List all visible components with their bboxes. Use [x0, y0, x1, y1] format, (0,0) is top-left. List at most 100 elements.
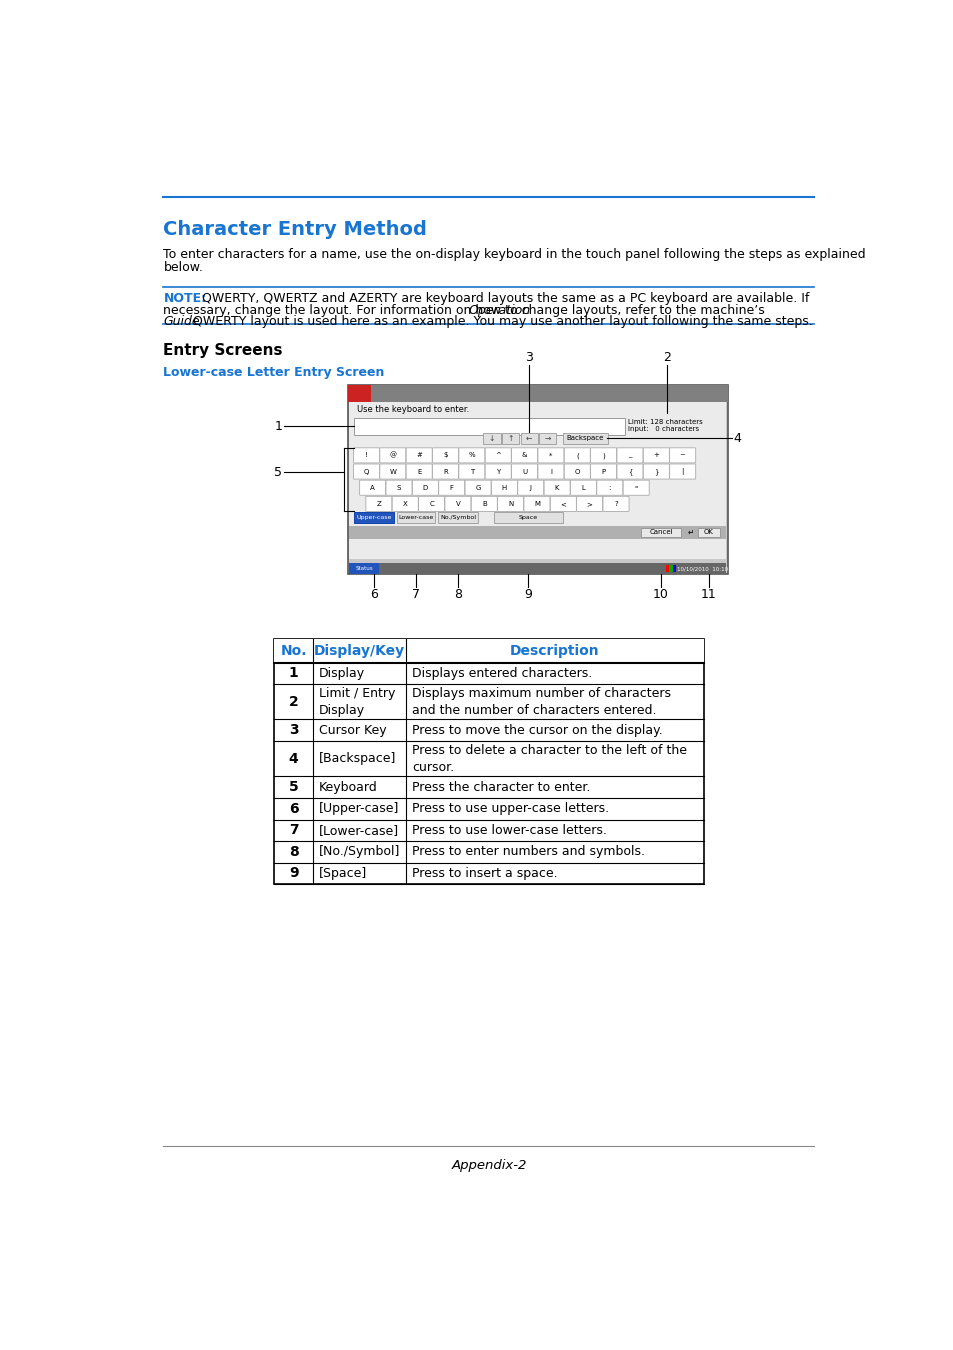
Text: U: U	[521, 468, 527, 475]
Text: !: !	[365, 452, 368, 459]
Text: Press to use lower-case letters.: Press to use lower-case letters.	[412, 824, 606, 837]
Bar	[348, 385, 727, 402]
Text: ↓: ↓	[488, 433, 495, 443]
Text: 6: 6	[370, 587, 377, 601]
FancyBboxPatch shape	[597, 481, 622, 495]
Text: Appendix-2: Appendix-2	[451, 1160, 526, 1172]
Text: Entry Screens: Entry Screens	[163, 343, 283, 358]
FancyBboxPatch shape	[412, 481, 438, 495]
FancyBboxPatch shape	[444, 497, 471, 512]
Text: W: W	[389, 468, 395, 475]
Text: To enter characters for a name, use the on-display keyboard in the touch panel f: To enter characters for a name, use the …	[163, 248, 865, 262]
Bar	[538, 433, 556, 444]
Text: Press to insert a space.: Press to insert a space.	[412, 867, 558, 880]
Text: Character Entry Method: Character Entry Method	[163, 220, 427, 239]
Text: K: K	[555, 485, 558, 490]
Text: Displays entered characters.: Displays entered characters.	[412, 667, 592, 680]
Text: ~: ~	[679, 452, 685, 459]
FancyBboxPatch shape	[576, 497, 602, 512]
Text: R: R	[443, 468, 447, 475]
Text: (: (	[576, 452, 578, 459]
Text: ←: ←	[525, 433, 532, 443]
Text: [Lower-case]: [Lower-case]	[319, 824, 399, 837]
Text: Q: Q	[363, 468, 369, 475]
FancyBboxPatch shape	[485, 448, 511, 463]
Bar	[520, 433, 537, 444]
Bar	[349, 563, 378, 574]
Text: 11: 11	[700, 587, 716, 601]
Text: Press the character to enter.: Press the character to enter.	[412, 780, 590, 794]
FancyBboxPatch shape	[497, 497, 523, 512]
FancyBboxPatch shape	[570, 481, 596, 495]
FancyBboxPatch shape	[642, 448, 669, 463]
Text: $: $	[443, 452, 447, 459]
Text: [Space]: [Space]	[319, 867, 367, 880]
FancyBboxPatch shape	[386, 481, 412, 495]
FancyBboxPatch shape	[353, 448, 379, 463]
FancyBboxPatch shape	[543, 481, 570, 495]
Bar	[396, 513, 435, 524]
FancyBboxPatch shape	[669, 448, 695, 463]
Text: Press to enter numbers and symbols.: Press to enter numbers and symbols.	[412, 845, 644, 859]
Text: #: #	[416, 452, 421, 459]
Text: 8: 8	[289, 845, 298, 859]
FancyBboxPatch shape	[406, 448, 432, 463]
Text: L: L	[581, 485, 585, 490]
Text: O: O	[574, 468, 579, 475]
Text: Lower-case Letter Entry Screen: Lower-case Letter Entry Screen	[163, 366, 384, 379]
Text: |: |	[680, 468, 683, 475]
Text: [No./Symbol]: [No./Symbol]	[319, 845, 400, 859]
Bar	[640, 528, 680, 537]
Text: &: &	[521, 452, 527, 459]
Text: Cursor Key: Cursor Key	[319, 724, 386, 737]
FancyBboxPatch shape	[523, 497, 550, 512]
Text: 8: 8	[454, 587, 461, 601]
FancyBboxPatch shape	[458, 448, 484, 463]
Text: No./Symbol: No./Symbol	[439, 516, 476, 520]
Text: Display/Key: Display/Key	[314, 644, 405, 657]
Text: P: P	[601, 468, 605, 475]
Text: Operation: Operation	[468, 304, 530, 317]
Text: 4: 4	[289, 752, 298, 765]
Text: 10/10/2010  10:10: 10/10/2010 10:10	[677, 566, 727, 571]
Bar	[348, 385, 727, 574]
Text: Y: Y	[496, 468, 499, 475]
Bar	[437, 513, 477, 524]
Text: Use the keyboard to enter.: Use the keyboard to enter.	[356, 405, 469, 414]
Text: A: A	[370, 485, 375, 490]
Text: V: V	[456, 501, 459, 506]
Text: Guide: Guide	[163, 316, 200, 328]
Text: +: +	[653, 452, 659, 459]
Text: Limit / Entry
Display: Limit / Entry Display	[319, 687, 395, 717]
Text: C: C	[429, 501, 434, 506]
Text: Status: Status	[355, 566, 373, 571]
Text: 9: 9	[289, 867, 298, 880]
FancyBboxPatch shape	[406, 464, 432, 479]
Text: Space: Space	[518, 516, 537, 520]
Text: E: E	[416, 468, 421, 475]
Bar	[501, 433, 518, 444]
Text: 1: 1	[289, 667, 298, 680]
Text: 2: 2	[662, 351, 670, 363]
Bar	[349, 402, 725, 559]
Bar	[483, 433, 500, 444]
Text: }: }	[654, 468, 658, 475]
Text: Press to use upper-case letters.: Press to use upper-case letters.	[412, 802, 609, 815]
FancyBboxPatch shape	[590, 464, 616, 479]
Text: *: *	[549, 452, 552, 459]
Text: {: {	[627, 468, 632, 475]
FancyBboxPatch shape	[458, 464, 484, 479]
Text: J: J	[529, 485, 531, 490]
Text: 2: 2	[289, 695, 298, 709]
FancyBboxPatch shape	[511, 464, 537, 479]
Text: Press to delete a character to the left of the
cursor.: Press to delete a character to the left …	[412, 744, 686, 774]
FancyBboxPatch shape	[602, 497, 628, 512]
Text: B: B	[481, 501, 486, 506]
Text: Display: Display	[319, 667, 365, 680]
Text: 6: 6	[289, 802, 298, 815]
Text: Z: Z	[376, 501, 381, 506]
Text: 1: 1	[274, 420, 282, 432]
FancyBboxPatch shape	[563, 448, 590, 463]
Text: ): )	[601, 452, 604, 459]
Bar	[349, 563, 725, 574]
